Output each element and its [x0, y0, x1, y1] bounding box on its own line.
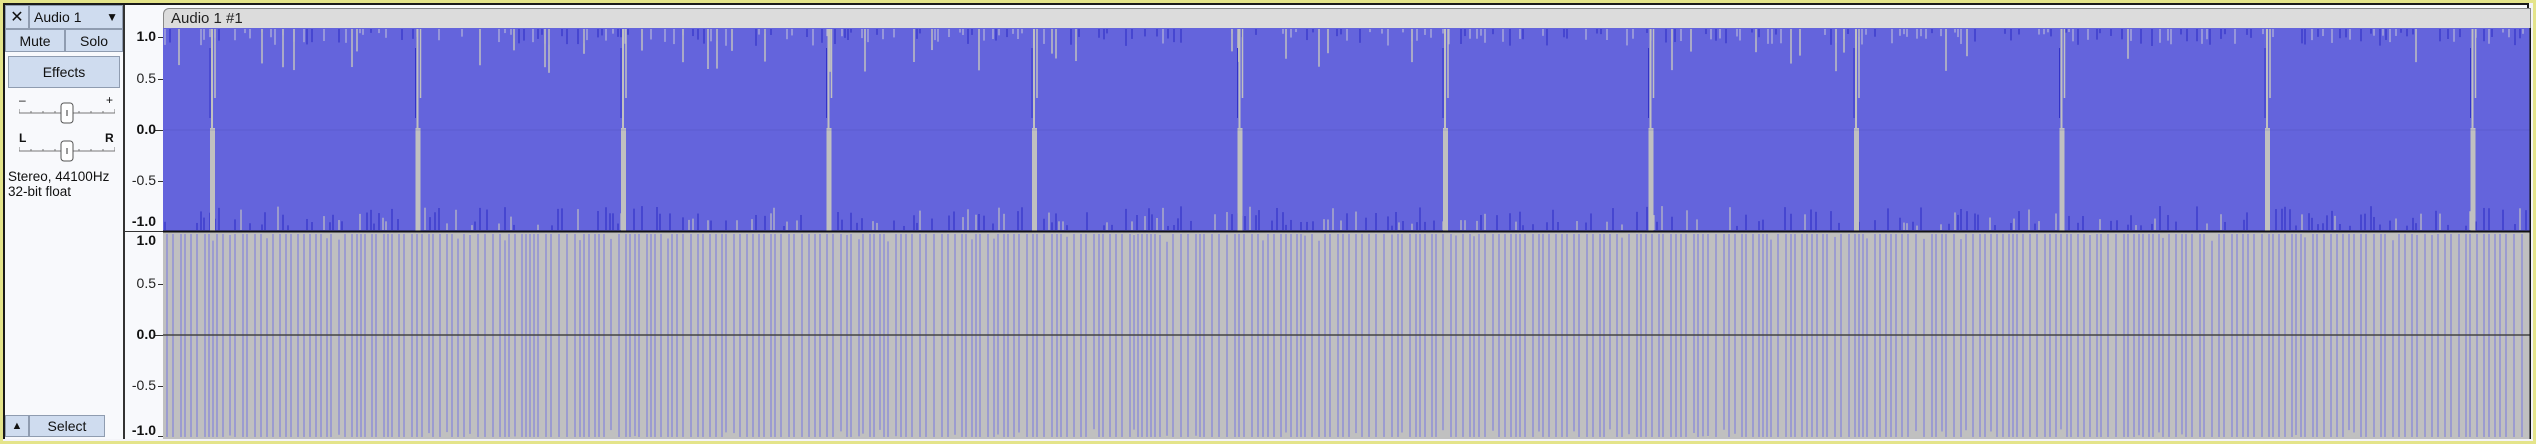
waveform-gap [211, 29, 213, 129]
ruler-label: -1.0 [131, 422, 156, 438]
channel-1-waveform [163, 28, 2531, 231]
ruler-label: 0.0 [136, 121, 156, 137]
close-icon: ✕ [10, 9, 24, 26]
waveform-gap [210, 128, 215, 231]
ruler-label: 0.5 [136, 275, 156, 291]
waveform-gap [1854, 128, 1859, 231]
ruler-label: -0.5 [131, 172, 156, 188]
collapse-arrow-icon: ▲ [11, 420, 23, 432]
ruler-label: -1.0 [131, 213, 156, 229]
waveform-gap [1648, 128, 1654, 231]
track-format-info: Stereo, 44100Hz [8, 169, 110, 184]
select-track-button[interactable]: Select [29, 415, 105, 437]
amplitude-ruler: 1.0 0.5 0.0 -0.5 -1.0 1.0 0.5 0.0 -0.5 -… [125, 28, 163, 439]
effects-button[interactable]: Effects [8, 56, 120, 88]
track-sample-format: 32-bit float [8, 184, 72, 199]
waveform-gap [1649, 29, 1652, 129]
ruler-label: -0.5 [131, 377, 156, 393]
waveform-gap [1237, 128, 1243, 231]
clip-title-bar[interactable]: Audio 1 #1 [163, 8, 2531, 28]
ruler-label: 0.0 [136, 326, 156, 342]
waveform-gap [2060, 29, 2063, 129]
waveform-gap [2471, 29, 2474, 129]
waveform-gap [1238, 29, 1241, 129]
solo-button[interactable]: Solo [65, 29, 123, 52]
ruler-label: 1.0 [136, 28, 156, 44]
close-track-button[interactable]: ✕ [5, 5, 29, 29]
waveform-gap [827, 29, 830, 129]
waveform-gap [2266, 29, 2268, 129]
pan-slider[interactable] [19, 139, 115, 163]
pan-right-label: R [105, 131, 114, 145]
track-name: Audio 1 [34, 9, 82, 25]
waveform-gap [2470, 128, 2476, 231]
gain-max-label: + [106, 93, 114, 107]
gain-slider[interactable] [19, 101, 115, 125]
mute-button[interactable]: Mute [5, 29, 65, 52]
waveform-gap [1032, 128, 1037, 231]
gain-min-label: – [19, 93, 26, 107]
pan-left-label: L [19, 131, 27, 145]
waveform-gap [826, 128, 832, 231]
waveform-gap [621, 128, 626, 231]
ruler-label: 1.0 [136, 232, 156, 248]
waveform-gap [1443, 128, 1448, 231]
waveform-gap [416, 29, 419, 129]
waveform-gap [415, 128, 421, 231]
collapse-track-button[interactable]: ▲ [5, 415, 29, 437]
waveform-gap [1444, 29, 1446, 129]
ruler-label: 0.5 [136, 70, 156, 86]
waveform-gap [2059, 128, 2065, 231]
track-menu-button[interactable]: Audio 1 ▼ [29, 5, 123, 29]
waveform-gap [1033, 29, 1035, 129]
track-control-panel: ✕ Audio 1 ▼ Mute Solo Effects – + L R St… [5, 5, 125, 439]
waveform-gap [1855, 29, 1857, 129]
dropdown-arrow-icon: ▼ [106, 10, 118, 24]
waveform-area[interactable] [163, 28, 2531, 439]
waveform-gap [2265, 128, 2270, 231]
waveform-gap [622, 29, 624, 129]
